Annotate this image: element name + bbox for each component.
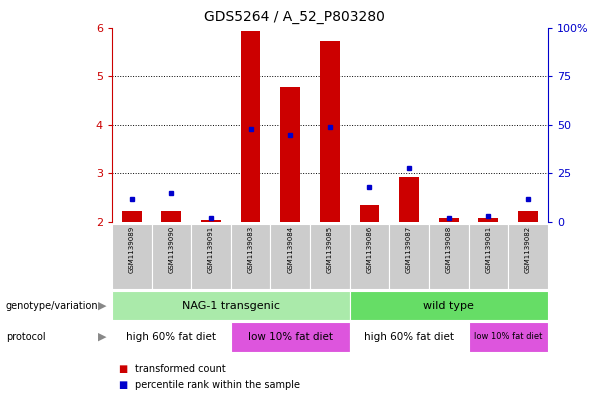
Bar (468, 322, 548, 352)
Text: protocol: protocol (6, 332, 45, 342)
Text: GSM1139088: GSM1139088 (446, 226, 452, 273)
Bar (112, 291, 350, 320)
Bar (508, 224, 548, 289)
Text: GSM1139084: GSM1139084 (287, 226, 293, 273)
Text: genotype/variation: genotype/variation (6, 301, 98, 310)
Text: GSM1139085: GSM1139085 (327, 226, 333, 273)
Bar (310, 224, 350, 289)
Bar (359, 205, 379, 222)
Text: GSM1139086: GSM1139086 (366, 226, 372, 273)
Bar (231, 322, 350, 352)
Text: high 60% fat diet: high 60% fat diet (127, 332, 216, 342)
Bar (112, 224, 151, 289)
Bar (201, 220, 221, 222)
Bar (439, 218, 459, 222)
Text: low 10% fat diet: low 10% fat diet (474, 332, 542, 342)
Text: NAG-1 transgenic: NAG-1 transgenic (182, 301, 280, 310)
Text: wild type: wild type (423, 301, 474, 310)
Text: ■: ■ (118, 380, 127, 390)
Bar (399, 177, 419, 222)
Bar (231, 224, 270, 289)
Text: GSM1139082: GSM1139082 (525, 226, 531, 273)
Text: GSM1139081: GSM1139081 (485, 226, 491, 273)
Text: ▶: ▶ (98, 332, 106, 342)
Bar (122, 211, 141, 222)
Bar (350, 322, 468, 352)
Text: GSM1139091: GSM1139091 (208, 226, 214, 273)
Bar (429, 224, 468, 289)
Text: transformed count: transformed count (135, 364, 226, 375)
Text: GSM1139089: GSM1139089 (129, 226, 135, 273)
Text: low 10% fat diet: low 10% fat diet (248, 332, 333, 342)
Bar (280, 87, 300, 222)
Bar (151, 224, 191, 289)
Bar (191, 224, 231, 289)
Bar (350, 291, 548, 320)
Text: ■: ■ (118, 364, 127, 375)
Text: GSM1139090: GSM1139090 (168, 226, 174, 273)
Bar (478, 218, 498, 222)
Bar (161, 211, 181, 222)
Bar (468, 224, 508, 289)
Text: GSM1139087: GSM1139087 (406, 226, 412, 273)
Bar (270, 224, 310, 289)
Bar (350, 224, 389, 289)
Text: high 60% fat diet: high 60% fat diet (364, 332, 454, 342)
Bar (518, 211, 538, 222)
Bar (320, 41, 340, 222)
Text: percentile rank within the sample: percentile rank within the sample (135, 380, 300, 390)
Text: GSM1139083: GSM1139083 (247, 226, 254, 273)
Bar (112, 322, 231, 352)
Text: GDS5264 / A_52_P803280: GDS5264 / A_52_P803280 (204, 10, 385, 24)
Bar (389, 224, 429, 289)
Text: ▶: ▶ (98, 301, 106, 310)
Bar (241, 31, 260, 222)
